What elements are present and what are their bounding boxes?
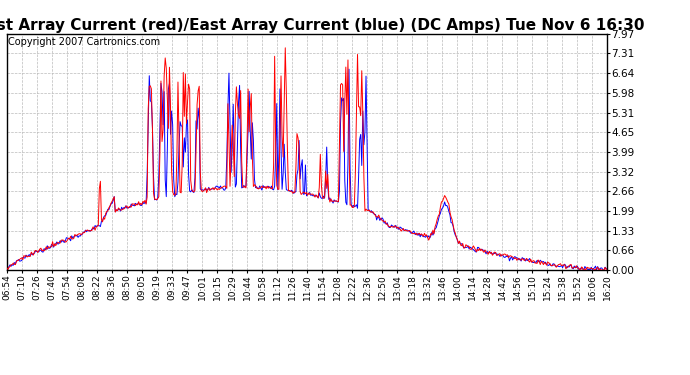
Title: West Array Current (red)/East Array Current (blue) (DC Amps) Tue Nov 6 16:30: West Array Current (red)/East Array Curr… <box>0 18 644 33</box>
Text: Copyright 2007 Cartronics.com: Copyright 2007 Cartronics.com <box>8 37 160 47</box>
